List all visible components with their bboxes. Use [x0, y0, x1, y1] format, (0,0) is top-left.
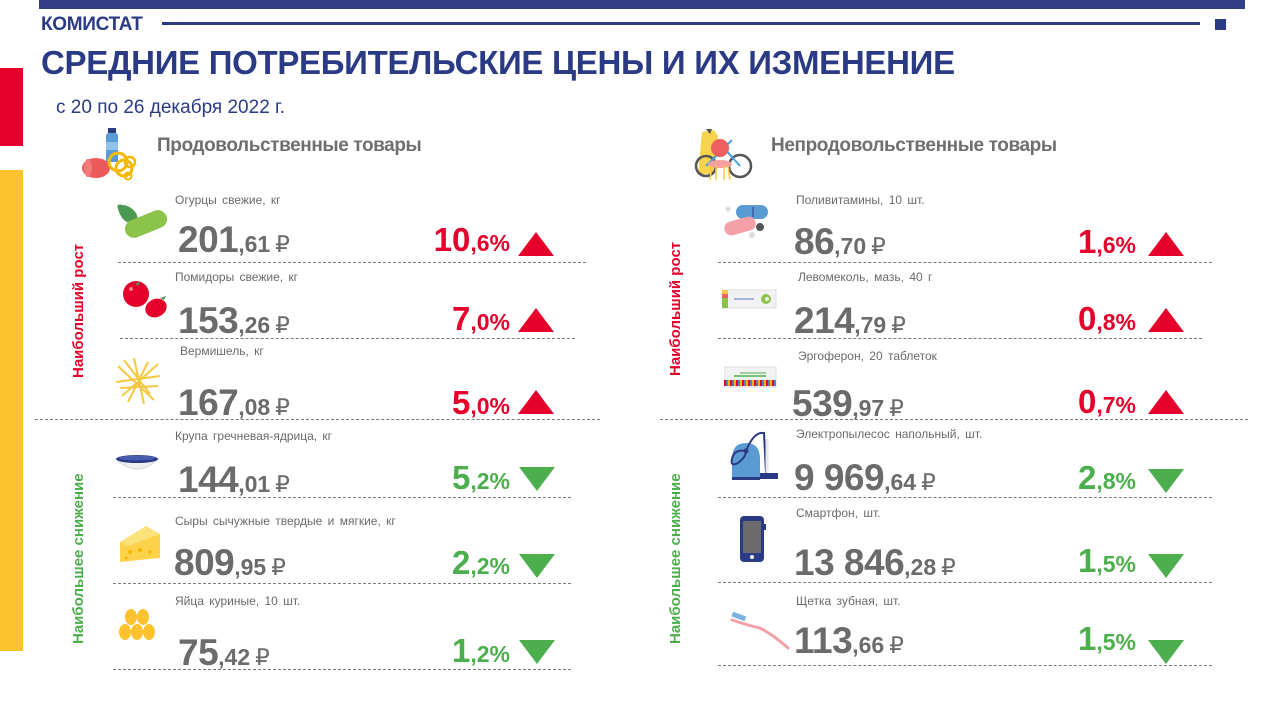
- price: 809,95 ₽: [174, 542, 286, 583]
- nonfood-item-ergoferon: Эргоферон, 20 таблеток 539,97 ₽ 0,7%: [722, 349, 1222, 429]
- change-percent: 2,8%: [1078, 459, 1136, 496]
- ointment-box-icon: [722, 289, 777, 309]
- top-bar: [39, 0, 1245, 9]
- side-accent-red: [0, 68, 23, 146]
- change-percent: 1,5%: [1078, 620, 1136, 657]
- groceries-icon: [82, 128, 137, 181]
- change-percent: 0,8%: [1078, 300, 1136, 337]
- food-item-tomato: Помидоры свежие, кг 153,26 ₽ 7,0%: [110, 270, 590, 350]
- decrease-arrow-icon: [1148, 469, 1184, 493]
- change-percent: 1,6%: [1078, 223, 1136, 260]
- increase-arrow-icon: [1148, 308, 1184, 332]
- nonfood-item-toothbrush: Щетка зубная, шт. 113,66 ₽ 1,5%: [718, 594, 1222, 674]
- change-percent: 1,2%: [452, 632, 510, 669]
- change-percent: 5,2%: [452, 459, 510, 496]
- decrease-arrow-icon: [519, 554, 555, 578]
- increase-arrow-icon: [518, 308, 554, 332]
- food-item-noodles: Вермишель, кг 167,08 ₽ 5,0%: [110, 344, 590, 424]
- pills-icon: [724, 205, 768, 238]
- nonfood-section-header: Непродовольственные товары: [694, 126, 1057, 182]
- change-percent: 0,7%: [1078, 383, 1136, 420]
- nonfood-section-divider: [660, 419, 1248, 420]
- change-percent: 7,0%: [452, 300, 510, 337]
- increase-arrow-icon: [1148, 232, 1184, 256]
- price: 214,79 ₽: [794, 300, 906, 341]
- decrease-arrow-icon: [519, 467, 555, 491]
- price: 113,66 ₽: [794, 620, 904, 661]
- nonfood-item-multivitamins: Поливитамины, 10 шт. 86,70 ₽ 1,6%: [718, 193, 1222, 273]
- side-accent-yellow: [0, 170, 23, 651]
- change-percent: 2,2%: [452, 544, 510, 581]
- change-percent: 1,5%: [1078, 542, 1136, 579]
- decrease-arrow-icon: [1148, 640, 1184, 664]
- price: 13 846,28 ₽: [794, 542, 956, 583]
- cucumber-icon: [117, 204, 168, 238]
- nonfood-section-title: Непродовольственные товары: [771, 135, 1057, 156]
- nonfood-item-vacuum: Электропылесос напольный, шт. 9 969,64 ₽ …: [718, 427, 1222, 507]
- period-subtitle: с 20 по 26 декабря 2022 г.: [56, 97, 285, 118]
- increase-arrow-icon: [1148, 390, 1184, 414]
- price: 9 969,64 ₽: [794, 457, 936, 498]
- food-item-eggs: Яйца куриные, 10 шт. 75,42 ₽ 1,2%: [110, 594, 590, 674]
- food-item-cucumber: Огурцы свежие, кг 201,61 ₽ 10,6%: [110, 193, 590, 273]
- price: 75,42 ₽: [178, 632, 270, 673]
- cheese-icon: [120, 526, 160, 562]
- smartphone-icon: [740, 516, 766, 562]
- food-section-header: Продовольственные товары: [80, 126, 422, 182]
- nonfood-increase-label: Наибольший рост: [667, 241, 684, 376]
- brand-name: КОМИСТАТ: [41, 14, 143, 35]
- food-increase-label: Наибольший рост: [70, 243, 87, 378]
- decrease-arrow-icon: [519, 640, 555, 664]
- change-percent: 5,0%: [452, 384, 510, 421]
- food-section-divider: [35, 419, 600, 420]
- eggs-icon: [119, 609, 155, 640]
- nonfood-item-smartphone: Смартфон, шт. 13 846,28 ₽ 1,5%: [718, 506, 1222, 586]
- vacuum-cleaner-icon: [730, 431, 778, 480]
- nonfood-goods-icon: [694, 129, 753, 181]
- food-decrease-label: Наибольшее снижение: [70, 473, 87, 644]
- toothbrush-icon: [730, 612, 790, 650]
- price: 86,70 ₽: [794, 221, 886, 262]
- price: 167,08 ₽: [178, 382, 290, 423]
- buckwheat-bowl-icon: [114, 455, 160, 470]
- tablets-box-icon: [724, 366, 777, 388]
- decrease-arrow-icon: [1148, 554, 1184, 578]
- food-section-title: Продовольственные товары: [157, 135, 422, 156]
- price: 144,01 ₽: [178, 459, 290, 500]
- nonfood-item-levomekol: Левомеколь, мазь, 40 г 214,79 ₽ 0,8%: [718, 270, 1222, 350]
- page-title: СРЕДНИЕ ПОТРЕБИТЕЛЬСКИЕ ЦЕНЫ И ИХ ИЗМЕНЕ…: [41, 44, 955, 81]
- noodles-icon: [115, 357, 161, 405]
- price: 539,97 ₽: [792, 383, 904, 424]
- increase-arrow-icon: [518, 390, 554, 414]
- nonfood-decrease-label: Наибольшее снижение: [667, 473, 684, 644]
- brand-square: [1215, 19, 1226, 30]
- increase-arrow-icon: [518, 232, 554, 256]
- food-item-cheese: Сыры сычужные твердые и мягкие, кг 809,9…: [110, 514, 590, 594]
- brand-rule: [162, 22, 1200, 25]
- price: 201,61 ₽: [178, 219, 290, 260]
- change-percent: 10,6%: [433, 221, 510, 258]
- food-item-buckwheat: Крупа гречневая-ядрица, кг 144,01 ₽ 5,2%: [110, 429, 590, 509]
- tomato-icon: [123, 281, 167, 318]
- price: 153,26 ₽: [178, 300, 290, 341]
